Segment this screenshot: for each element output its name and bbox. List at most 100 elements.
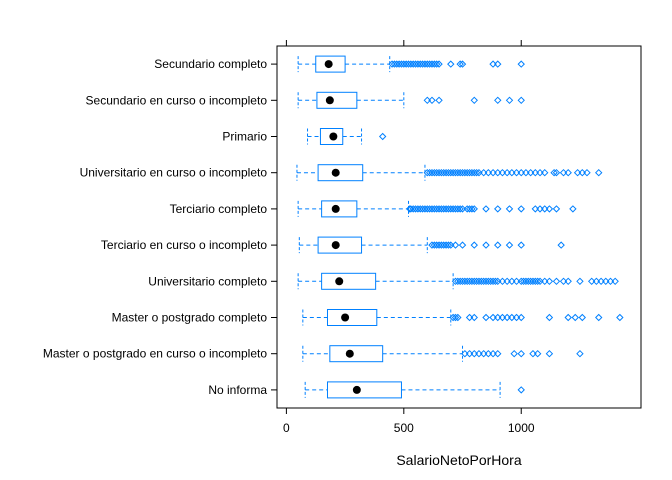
outlier-point (578, 168, 586, 177)
outlier-point (517, 386, 525, 394)
iqr-box (321, 272, 377, 290)
boxplot-row: Master o postgrado completo (112, 309, 624, 326)
outlier-point (482, 313, 490, 322)
outlier-point (479, 277, 488, 286)
boxplot-rows: Secundario completo Secundario en curso o… (43, 55, 624, 399)
outlier-point (564, 168, 572, 177)
category-label: Master o postgrado en curso o incompleto (43, 347, 267, 361)
boxplot-row: No informa (208, 381, 525, 399)
iqr-box (329, 345, 384, 363)
outlier-point (402, 60, 410, 68)
outlier-point (484, 349, 493, 358)
outlier-point (432, 241, 441, 249)
outlier-point (430, 168, 439, 177)
outlier-point (517, 241, 525, 249)
outlier-point (559, 168, 568, 177)
outlier-point (569, 205, 577, 213)
outlier-point (425, 60, 434, 68)
category-label: Secundario completo (154, 57, 267, 71)
outlier-point (458, 168, 467, 177)
category-label: Universitario completo (148, 274, 267, 288)
outlier-point (545, 205, 554, 213)
outlier-point (512, 168, 521, 177)
outlier-point (536, 277, 544, 286)
outlier-point (421, 60, 429, 68)
outlier-point (552, 277, 561, 286)
boxplot-row: Secundario completo (154, 55, 525, 73)
outlier-point (442, 241, 450, 249)
outlier-point (418, 60, 427, 68)
outlier-point (432, 205, 441, 213)
outlier-point (597, 277, 605, 286)
outlier-point (470, 349, 478, 358)
boxplot-row: Universitario completo (148, 272, 619, 290)
outlier-point (489, 168, 497, 177)
outlier-point (393, 60, 401, 68)
outlier-point (435, 205, 443, 213)
outlier-point (416, 205, 424, 213)
outlier-point (503, 277, 511, 286)
outlier-point (458, 60, 467, 68)
outlier-point (482, 205, 490, 213)
outlier-point (611, 277, 619, 286)
outlier-point (482, 241, 490, 249)
outlier-point (421, 205, 429, 213)
outlier-point (428, 168, 436, 177)
outlier-point (432, 168, 441, 177)
outlier-point (494, 205, 502, 213)
outlier-point (522, 277, 530, 286)
outlier-point (397, 60, 406, 68)
outlier-point (489, 349, 497, 358)
outlier-point (456, 168, 464, 177)
outlier-point (440, 205, 448, 213)
outlier-point (423, 96, 432, 105)
outlier-point (524, 277, 532, 286)
outlier-point (418, 205, 427, 213)
outlier-point (449, 313, 457, 322)
x-axis-title: SalarioNetoPorHora (396, 452, 521, 468)
outlier-point (430, 60, 439, 68)
outlier-point (479, 168, 488, 177)
outlier-point (425, 168, 434, 177)
category-label: Terciario en curso o incompleto (101, 238, 267, 252)
outlier-point (545, 277, 554, 286)
outlier-point (517, 349, 525, 358)
outlier-point (531, 168, 540, 177)
outlier-point (456, 60, 464, 68)
outlier-point (456, 277, 464, 286)
outlier-point (442, 168, 450, 177)
outlier-point (409, 60, 417, 68)
outlier-point (595, 313, 603, 322)
outlier-point (505, 241, 514, 249)
outlier-point (414, 60, 422, 68)
outlier-point (447, 241, 455, 249)
median-dot (352, 385, 361, 394)
outlier-point (494, 168, 502, 177)
outlier-point (451, 277, 460, 286)
outlier-point (541, 205, 549, 213)
outlier-point (482, 277, 490, 286)
outlier-point (435, 241, 443, 249)
outlier-point (400, 60, 408, 68)
outlier-point (517, 96, 525, 105)
outlier-point (447, 168, 455, 177)
outlier-point (602, 277, 610, 286)
outlier-point (407, 60, 415, 68)
outlier-point (465, 205, 474, 213)
top-axis-ticks (285, 40, 522, 46)
boxplot-row: Secundario en curso o incompleto (86, 91, 525, 109)
category-label: Universitario en curso o incompleto (80, 166, 268, 180)
outlier-point (470, 205, 478, 213)
outlier-point (444, 168, 453, 177)
outlier-point (508, 168, 516, 177)
outlier-point (447, 205, 455, 213)
outlier-point (541, 168, 549, 177)
outlier-point (454, 205, 462, 213)
outlier-point (440, 241, 448, 249)
outlier-point (557, 241, 565, 249)
outlier-point (578, 313, 586, 322)
outlier-point (498, 313, 507, 322)
boxplot-row: Universitario en curso o incompleto (80, 164, 603, 182)
outlier-point (571, 313, 579, 322)
outlier-point (522, 168, 530, 177)
